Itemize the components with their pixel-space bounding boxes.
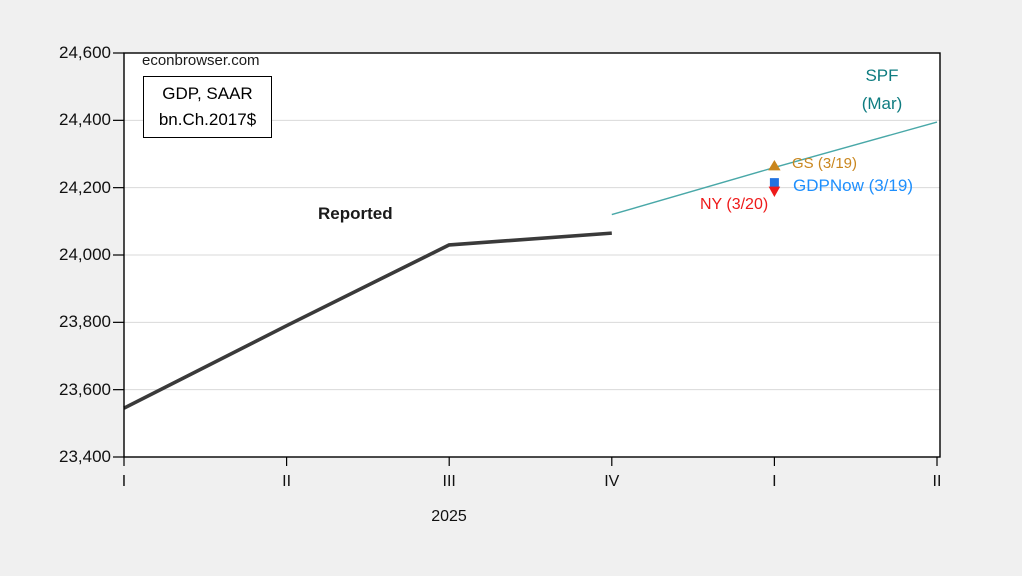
y-axis-label: 24,400: [59, 110, 111, 130]
x-axis-label: I: [121, 473, 127, 490]
ny-fed-forecast-label: NY (3/20): [700, 196, 769, 213]
spf-series-label: SPF (Mar): [845, 62, 919, 117]
y-axis-label: 24,600: [59, 43, 111, 62]
x-axis-label: II: [282, 473, 292, 490]
watermark: econbrowser.com: [142, 52, 260, 69]
reported-series-line: [123, 231, 612, 410]
y-axis-label: 24,000: [59, 245, 111, 264]
y-axis-label: 23,800: [59, 312, 111, 332]
ny-marker: [768, 186, 781, 198]
x-axis-label: IV: [604, 473, 620, 490]
gs-marker: [768, 159, 781, 171]
reported-series-label: Reported: [318, 204, 393, 223]
legend-box: GDP, SAAR bn.Ch.2017$: [143, 76, 272, 138]
spf-series-label-line1: SPF: [865, 66, 899, 85]
x-axis-label: II: [932, 473, 942, 490]
gdpnow-forecast-label: GDPNow (3/19): [793, 176, 913, 195]
legend-box-line2: bn.Ch.2017$: [158, 110, 257, 129]
x-axis-label: I: [772, 473, 777, 490]
x-axis-year-label: 2025: [431, 508, 467, 525]
spf-series-label-line2: (Mar): [861, 93, 903, 113]
y-axis-label: 23,600: [59, 379, 111, 399]
x-axis-label: III: [442, 473, 456, 490]
y-axis-label: 24,200: [59, 177, 111, 197]
y-axis-label: 23,400: [59, 447, 111, 466]
legend-box-line1: GDP, SAAR: [162, 83, 253, 103]
gdpnow-marker: [769, 178, 779, 188]
gs-forecast-label: GS (3/19): [792, 155, 858, 172]
